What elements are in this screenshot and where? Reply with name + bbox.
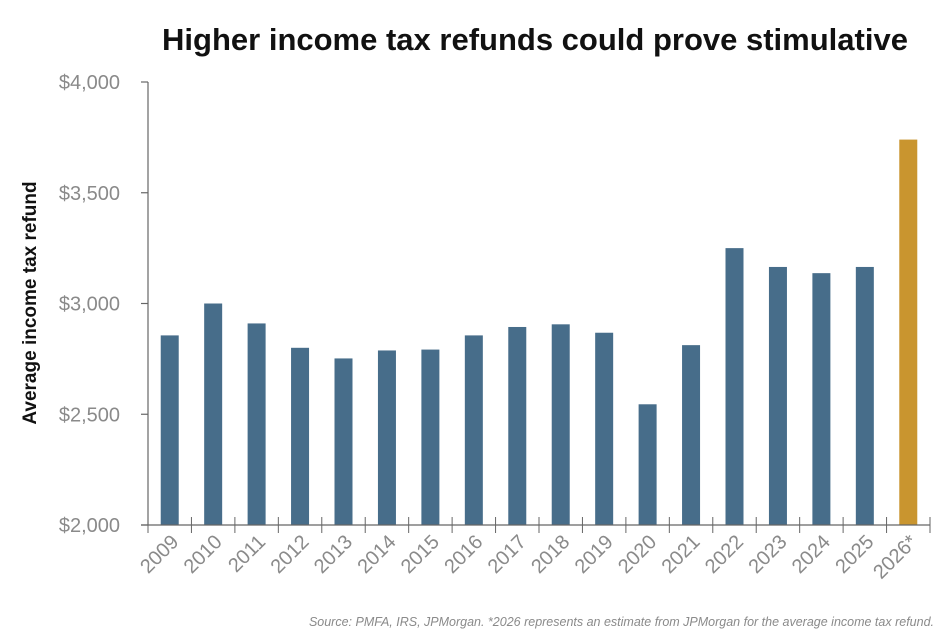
bar-2025 bbox=[855, 266, 874, 525]
y-tick-label: $3,000 bbox=[59, 294, 120, 316]
bar-2012 bbox=[291, 347, 310, 525]
bar-2017 bbox=[508, 326, 527, 525]
x-tick-label: 2020 bbox=[614, 531, 661, 578]
x-tick-label: 2019 bbox=[571, 531, 618, 578]
x-tick-label: 2021 bbox=[658, 531, 705, 578]
bar-2014 bbox=[377, 350, 396, 525]
source-note: Source: PMFA, IRS, JPMorgan. *2026 repre… bbox=[309, 615, 934, 629]
y-tick-label: $2,500 bbox=[59, 404, 120, 426]
y-tick-label: $4,000 bbox=[59, 72, 120, 94]
bar-2020 bbox=[638, 404, 657, 525]
x-tick-label: 2024 bbox=[788, 531, 835, 578]
bar-2015 bbox=[421, 349, 440, 525]
y-axis-label: Average income tax refund bbox=[20, 181, 41, 424]
x-tick-label: 2012 bbox=[267, 531, 314, 578]
x-tick-label: 2016 bbox=[440, 531, 487, 578]
x-tick-label: 2011 bbox=[224, 531, 270, 577]
bar-2016 bbox=[464, 335, 483, 525]
bar-2024 bbox=[812, 273, 831, 525]
x-tick-label: 2018 bbox=[527, 531, 574, 578]
bar-2023 bbox=[768, 266, 787, 525]
x-tick-label: 2026* bbox=[869, 531, 922, 584]
bar-2011 bbox=[247, 323, 266, 525]
bar-2021 bbox=[682, 345, 701, 525]
y-axis: $2,000 $2,500 $3,000 $3,500 $4,000 bbox=[59, 72, 149, 537]
bar-2019 bbox=[595, 332, 614, 525]
x-tick-label: 2015 bbox=[397, 531, 444, 578]
x-tick-label: 2014 bbox=[353, 531, 400, 578]
bar-2018 bbox=[551, 324, 570, 525]
x-tick-label: 2023 bbox=[744, 531, 791, 578]
x-tick-label: 2017 bbox=[484, 531, 531, 578]
x-tick-label: 2022 bbox=[701, 531, 748, 578]
x-tick-label: 2010 bbox=[180, 531, 227, 578]
y-tick-label: $3,500 bbox=[59, 183, 120, 205]
y-tick-label: $2,000 bbox=[59, 515, 120, 537]
bars bbox=[160, 139, 918, 525]
x-axis: 2009201020112012201320142015201620172018… bbox=[136, 517, 931, 584]
bar-2013 bbox=[334, 358, 353, 525]
x-tick-label: 2009 bbox=[136, 531, 183, 578]
chart-title: Higher income tax refunds could prove st… bbox=[162, 22, 908, 57]
bar-2009 bbox=[160, 335, 179, 525]
bar-2022 bbox=[725, 248, 744, 525]
bar-2010 bbox=[204, 303, 223, 525]
x-tick-label: 2013 bbox=[310, 531, 357, 578]
bar-2026-estimate bbox=[899, 139, 918, 525]
